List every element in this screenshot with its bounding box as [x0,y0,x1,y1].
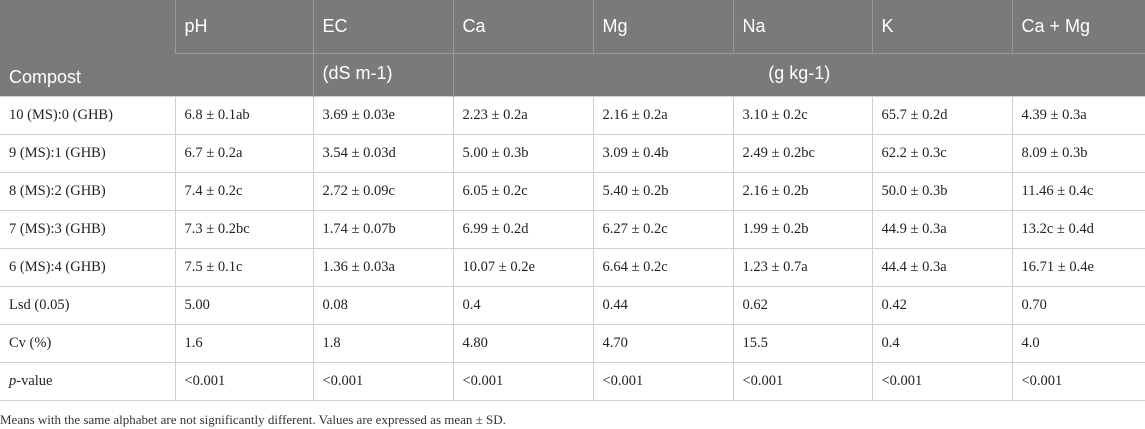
na-cell: 2.16 ± 0.2b [732,172,872,211]
na-cell: <0.001 [732,362,872,401]
k-cell: 62.2 ± 0.3c [871,134,1012,173]
k-cell: <0.001 [871,362,1012,401]
na-cell: 0.62 [732,286,872,325]
ec-cell: 1.8 [312,324,453,363]
mg-cell: 0.44 [592,286,733,325]
table-row: Lsd (0.05) 5.00 0.08 0.4 0.44 0.62 0.42 0.70 [0,286,1145,325]
table-row: Cv (%) 1.6 1.8 4.80 4.70 15.5 0.4 4.0 [0,324,1145,363]
ph-cell: 7.5 ± 0.1c [174,248,313,287]
ec-cell: 0.08 [312,286,453,325]
na-cell: 15.5 [732,324,872,363]
ca-cell: 5.00 ± 0.3b [452,134,593,173]
compost-cell: 7 (MS):3 (GHB) [0,210,175,249]
ca-cell: 0.4 [452,286,593,325]
table-row: 6 (MS):4 (GHB) 7.5 ± 0.1c 1.36 ± 0.03a 10.0… [0,248,1145,287]
ph-cell: 1.6 [174,324,313,363]
mg-cell: 3.09 ± 0.4b [592,134,733,173]
ph-cell: <0.001 [174,362,313,401]
column-header-ca-mg: Ca + Mg [1011,0,1145,54]
ec-cell: 1.74 ± 0.07b [312,210,453,249]
k-cell: 65.7 ± 0.2d [871,96,1012,135]
ca-cell: <0.001 [452,362,593,401]
ph-cell: 5.00 [174,286,313,325]
column-header-compost: Compost [0,0,175,97]
compost-cell: 10 (MS):0 (GHB) [0,96,175,135]
ec-cell: 1.36 ± 0.03a [312,248,453,287]
compost-cell: 9 (MS):1 (GHB) [0,134,175,173]
table-footnote: Means with the same alphabet are not sig… [0,412,506,427]
ec-unit-label: (dS m-1) [312,53,453,97]
mg-cell: 5.40 ± 0.2b [592,172,733,211]
table-body: 10 (MS):0 (GHB) 6.8 ± 0.1ab 3.69 ± 0.03e 2.… [0,96,1145,401]
column-header-na: Na [732,0,872,54]
column-header-ec: EC [312,0,453,54]
na-cell: 1.23 ± 0.7a [732,248,872,287]
ph-cell: 7.3 ± 0.2bc [174,210,313,249]
compost-cell: 6 (MS):4 (GHB) [0,248,175,287]
k-cell: 0.4 [871,324,1012,363]
ca-mg-cell: 8.09 ± 0.3b [1011,134,1145,173]
table-row: p-value <0.001 <0.001 <0.001 <0.001 <0.001 <0.… [0,362,1145,401]
mg-cell: 6.64 ± 0.2c [592,248,733,287]
mg-cell: 4.70 [592,324,733,363]
ca-mg-cell: 13.2c ± 0.4d [1011,210,1145,249]
ca-mg-cell: 4.0 [1011,324,1145,363]
column-header-k: K [871,0,1012,54]
ca-cell: 6.05 ± 0.2c [452,172,593,211]
compost-cell: 8 (MS):2 (GHB) [0,172,175,211]
ca-mg-cell: 16.71 ± 0.4e [1011,248,1145,287]
ca-mg-cell: <0.001 [1011,362,1145,401]
ph-cell: 7.4 ± 0.2c [174,172,313,211]
column-header-mg: Mg [592,0,733,54]
header-row-units: (dS m-1) (g kg-1) [0,53,1145,97]
compost-cell: Cv (%) [0,324,175,363]
table-row: 7 (MS):3 (GHB) 7.3 ± 0.2bc 1.74 ± 0.07b 6.9… [0,210,1145,249]
p-value-label: p-value [0,362,175,401]
ca-mg-cell: 0.70 [1011,286,1145,325]
table-row: 10 (MS):0 (GHB) 6.8 ± 0.1ab 3.69 ± 0.03e 2.… [0,96,1145,135]
table-row: 8 (MS):2 (GHB) 7.4 ± 0.2c 2.72 ± 0.09c 6.05… [0,172,1145,211]
ph-cell: 6.7 ± 0.2a [174,134,313,173]
ec-cell: 3.69 ± 0.03e [312,96,453,135]
k-cell: 44.4 ± 0.3a [871,248,1012,287]
table-row: 9 (MS):1 (GHB) 6.7 ± 0.2a 3.54 ± 0.03d 5.00… [0,134,1145,173]
k-cell: 44.9 ± 0.3a [871,210,1012,249]
header-row-variables: Compost pH EC Ca Mg Na K Ca + Mg [0,0,1145,97]
ca-cell: 6.99 ± 0.2d [452,210,593,249]
column-header-ca: Ca [452,0,593,54]
ion-unit-label: (g kg-1) [452,53,1145,97]
ca-cell: 2.23 ± 0.2a [452,96,593,135]
table-header: Compost pH EC Ca Mg Na K Ca + Mg (dS m-1… [0,0,1145,97]
ec-cell: 2.72 ± 0.09c [312,172,453,211]
ec-cell: 3.54 ± 0.03d [312,134,453,173]
k-cell: 50.0 ± 0.3b [871,172,1012,211]
ca-mg-cell: 4.39 ± 0.3a [1011,96,1145,135]
na-cell: 1.99 ± 0.2b [732,210,872,249]
na-cell: 2.49 ± 0.2bc [732,134,872,173]
ph-cell: 6.8 ± 0.1ab [174,96,313,135]
ca-mg-cell: 11.46 ± 0.4c [1011,172,1145,211]
mg-cell: 6.27 ± 0.2c [592,210,733,249]
ca-cell: 4.80 [452,324,593,363]
compost-cell: Lsd (0.05) [0,286,175,325]
ca-cell: 10.07 ± 0.2e [452,248,593,287]
column-header-ph: pH [174,0,313,54]
mg-cell: 2.16 ± 0.2a [592,96,733,135]
compost-properties-table: Compost pH EC Ca Mg Na K Ca + Mg (dS m-1… [0,0,1145,401]
ec-cell: <0.001 [312,362,453,401]
mg-cell: <0.001 [592,362,733,401]
na-cell: 3.10 ± 0.2c [732,96,872,135]
ph-unit-cell [175,53,313,97]
k-cell: 0.42 [871,286,1012,325]
